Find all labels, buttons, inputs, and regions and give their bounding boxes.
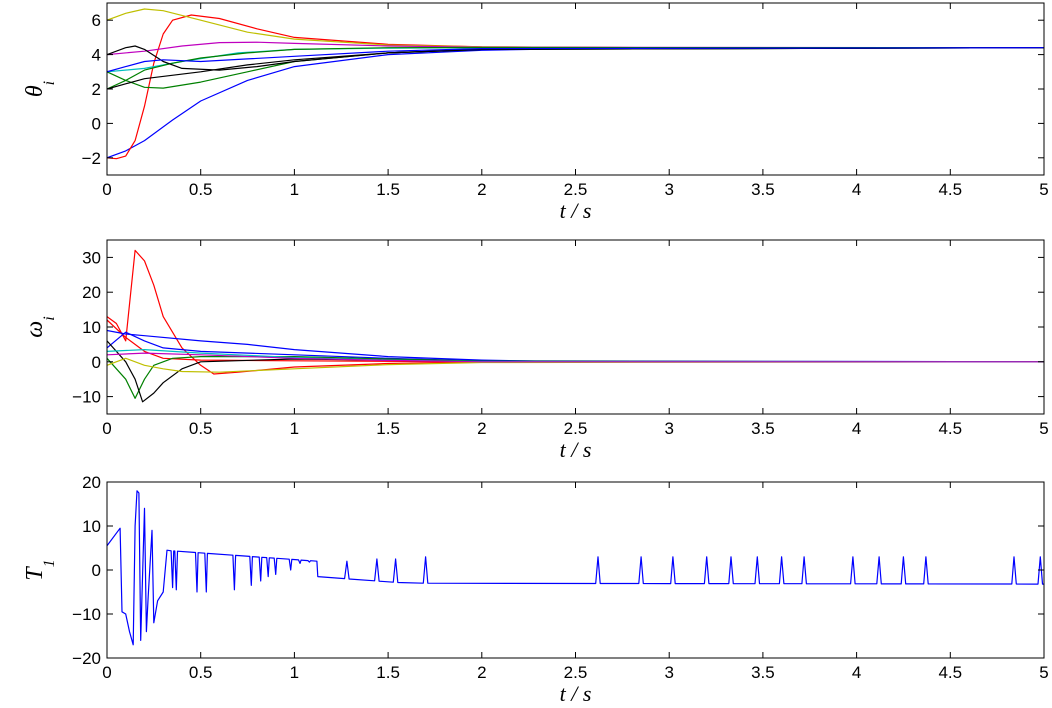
x-tick-label: 1 [290, 180, 299, 199]
x-tick-label: 1.5 [376, 663, 400, 682]
x-tick-label: 0 [102, 663, 111, 682]
series-line-1 [107, 47, 1044, 159]
y-axis-label-subscript: 1 [41, 559, 58, 567]
y-axis-label-subscript: i [41, 81, 58, 85]
x-tick-label: 3 [664, 180, 673, 199]
x-tick-label: 0.5 [189, 419, 213, 438]
series-line-4 [107, 331, 1044, 363]
x-tick-label: 2.5 [564, 419, 588, 438]
series-line-5 [107, 356, 1044, 399]
x-tick-label: 2.5 [564, 663, 588, 682]
y-axis-label: θi [22, 81, 58, 97]
y-tick-label: 2 [92, 80, 101, 99]
y-tick-label: −10 [72, 605, 101, 624]
x-tick-label: 4.5 [938, 419, 962, 438]
y-axis-label-subscript: i [41, 316, 58, 320]
x-tick-label: 4.5 [938, 663, 962, 682]
x-tick-label: 5 [1039, 180, 1048, 199]
series-line-2 [107, 14, 1044, 160]
x-tick-label: 3.5 [751, 419, 775, 438]
y-axis-label: ωi [22, 316, 58, 337]
x-tick-label: 1.5 [376, 419, 400, 438]
x-tick-label: 3 [664, 663, 673, 682]
series-line-1 [107, 490, 1044, 646]
y-tick-label: −20 [72, 649, 101, 668]
y-tick-label: 6 [92, 11, 101, 30]
series-line-4 [107, 47, 1044, 73]
x-tick-label: 0 [102, 419, 111, 438]
series-group [107, 249, 1044, 403]
y-axis-label: T1 [22, 559, 58, 580]
series-line-9 [107, 47, 1044, 90]
x-tick-label: 0.5 [189, 180, 213, 199]
x-tick-label: 4.5 [938, 180, 962, 199]
plot-frame [106, 481, 1045, 659]
y-tick-label: −10 [72, 388, 101, 407]
y-tick-label: −2 [82, 149, 101, 168]
series-group [107, 8, 1044, 160]
x-tick-label: 2 [477, 419, 486, 438]
x-tick-label: 1 [290, 419, 299, 438]
series-group [107, 490, 1044, 646]
x-tick-label: 1 [290, 663, 299, 682]
y-tick-label: 20 [82, 283, 101, 302]
x-axis-label: t / s [560, 437, 592, 462]
x-tick-label: 0 [102, 180, 111, 199]
x-tick-label: 5 [1039, 419, 1048, 438]
x-tick-label: 2 [477, 663, 486, 682]
y-tick-label: 0 [92, 114, 101, 133]
series-line-10 [107, 47, 1044, 73]
x-tick-label: 4 [852, 663, 861, 682]
subplot-3: 0 0.5 1 1.5 2 2.5 3 3.5 4 4.5 5 −20 −10 0 10 20 t / s T1 [22, 473, 1049, 706]
y-tick-label: 10 [82, 517, 101, 536]
y-tick-label: 0 [92, 561, 101, 580]
x-tick-label: 3.5 [751, 663, 775, 682]
plot-frame [106, 239, 1045, 415]
y-tick-label: 30 [82, 248, 101, 267]
series-line-7 [107, 357, 1044, 373]
y-tick-label: 20 [82, 473, 101, 492]
y-tick-label: 10 [82, 318, 101, 337]
plot-frame [106, 2, 1045, 176]
x-tick-label: 4 [852, 419, 861, 438]
series-line-1 [107, 249, 1044, 375]
x-tick-label: 5 [1039, 663, 1048, 682]
x-tick-label: 0.5 [189, 663, 213, 682]
x-tick-label: 4 [852, 180, 861, 199]
x-tick-label: 2 [477, 180, 486, 199]
series-line-6 [107, 46, 1044, 90]
series-line-9 [107, 352, 1044, 363]
x-tick-label: 2.5 [564, 180, 588, 199]
series-line-5 [107, 41, 1044, 56]
y-tick-label: 4 [92, 46, 101, 65]
x-tick-label: 1.5 [376, 180, 400, 199]
x-axis-label: t / s [560, 198, 592, 223]
y-tick-label: 0 [92, 353, 101, 372]
x-axis-label: t / s [560, 681, 592, 703]
x-tick-label: 3 [664, 419, 673, 438]
x-tick-label: 3.5 [751, 180, 775, 199]
